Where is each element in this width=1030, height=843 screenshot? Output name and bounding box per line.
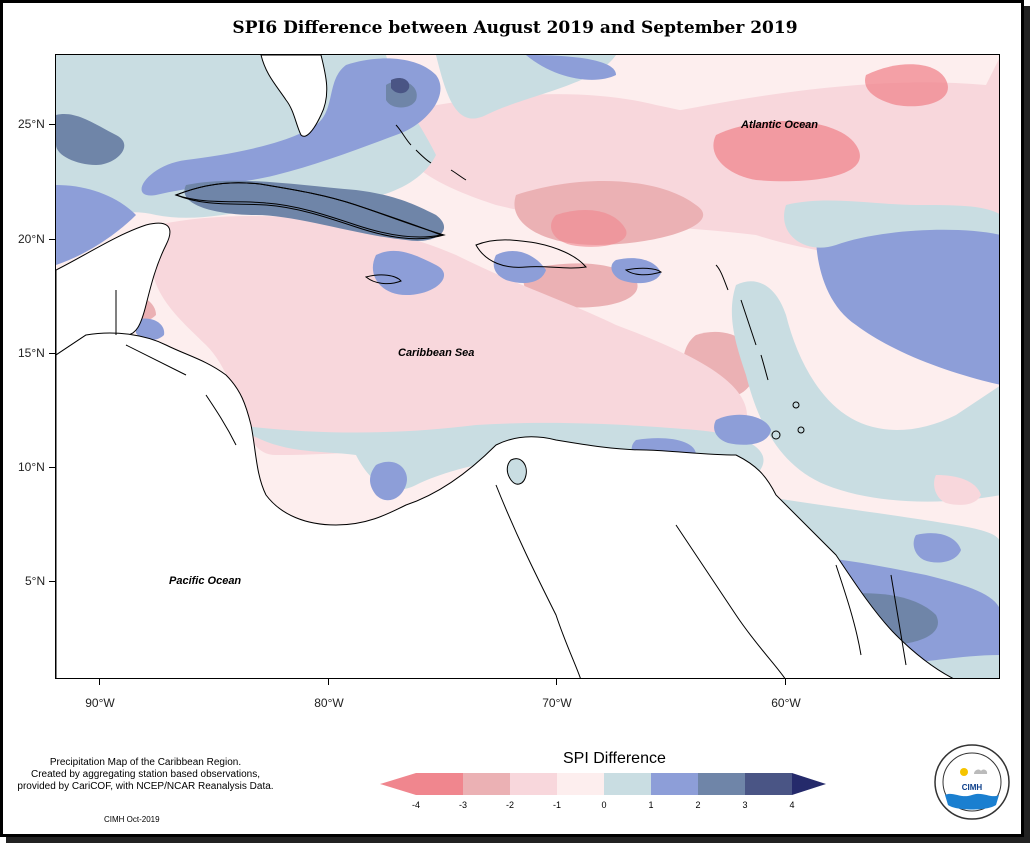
lon-tick-label: 70°W [542, 696, 572, 710]
credit-line-2: Created by aggregating station based obs… [30, 769, 261, 780]
pacific-ocean-label: Pacific Ocean [169, 575, 242, 587]
lat-tick-label: 5°N [25, 574, 46, 588]
legend-swatch [745, 773, 792, 795]
logo-text: CIMH [962, 783, 983, 792]
lat-tickmark [49, 581, 55, 582]
legend-arrow-left [380, 773, 416, 795]
sun-icon [960, 768, 968, 776]
legend-tick-label: -2 [505, 800, 515, 810]
atlantic-ocean-label: Atlantic Ocean [741, 119, 819, 131]
legend-swatch [510, 773, 557, 795]
lat-tickmark [49, 239, 55, 240]
lon-tickmark [99, 679, 100, 685]
credit-text: Precipitation Map of the Caribbean Regio… [8, 757, 283, 793]
legend-tick-label: 0 [601, 800, 607, 810]
frame-shadow-right [1024, 6, 1030, 843]
legend-title: SPI Difference [563, 750, 666, 767]
lat-tickmark [49, 124, 55, 125]
legend-colorbar [380, 773, 826, 795]
cloud-icon [974, 769, 988, 774]
credit-line-3: provided by CariCOF, with NCEP/NCAR Rean… [17, 781, 274, 792]
legend-swatch [604, 773, 651, 795]
lon-tick-label: 80°W [314, 696, 344, 710]
legend-swatch [416, 773, 463, 795]
map-title: SPI6 Difference between August 2019 and … [232, 18, 798, 38]
credit-line-1: Precipitation Map of the Caribbean Regio… [49, 757, 242, 768]
lat-tick-label: 25°N [18, 117, 45, 131]
legend-tick-label: -1 [552, 800, 562, 810]
legend-swatch [557, 773, 604, 795]
credit-footer: CIMH Oct-2019 [104, 815, 160, 824]
legend-swatch [651, 773, 698, 795]
legend-tick-label: -3 [458, 800, 468, 810]
lat-tickmark [49, 467, 55, 468]
lat-tickmark [49, 353, 55, 354]
lon-tick-label: 90°W [85, 696, 115, 710]
map-panel: Atlantic Ocean Caribbean Sea Pacific Oce… [55, 54, 1000, 679]
legend-tick-label: -4 [411, 800, 421, 810]
wave-icon [945, 793, 999, 810]
lon-tickmark [328, 679, 329, 685]
legend-swatch [698, 773, 745, 795]
spi-difference-field [56, 55, 999, 678]
cimh-logo: CIMH [934, 744, 1010, 820]
frame-shadow-bottom [6, 837, 1030, 843]
lat-tick-label: 20°N [18, 232, 45, 246]
lon-tickmark [785, 679, 786, 685]
lat-tick-label: 10°N [18, 460, 45, 474]
legend-tick-label: 3 [742, 800, 748, 810]
caribbean-sea-label: Caribbean Sea [398, 347, 475, 359]
legend-swatch [463, 773, 510, 795]
legend-tick-label: 2 [695, 800, 701, 810]
legend-arrow-right [792, 773, 826, 795]
lat-tick-label: 15°N [18, 346, 45, 360]
lon-tick-label: 60°W [771, 696, 801, 710]
legend-tick-label: 4 [789, 800, 795, 810]
lon-tickmark [556, 679, 557, 685]
legend-tick-label: 1 [648, 800, 654, 810]
